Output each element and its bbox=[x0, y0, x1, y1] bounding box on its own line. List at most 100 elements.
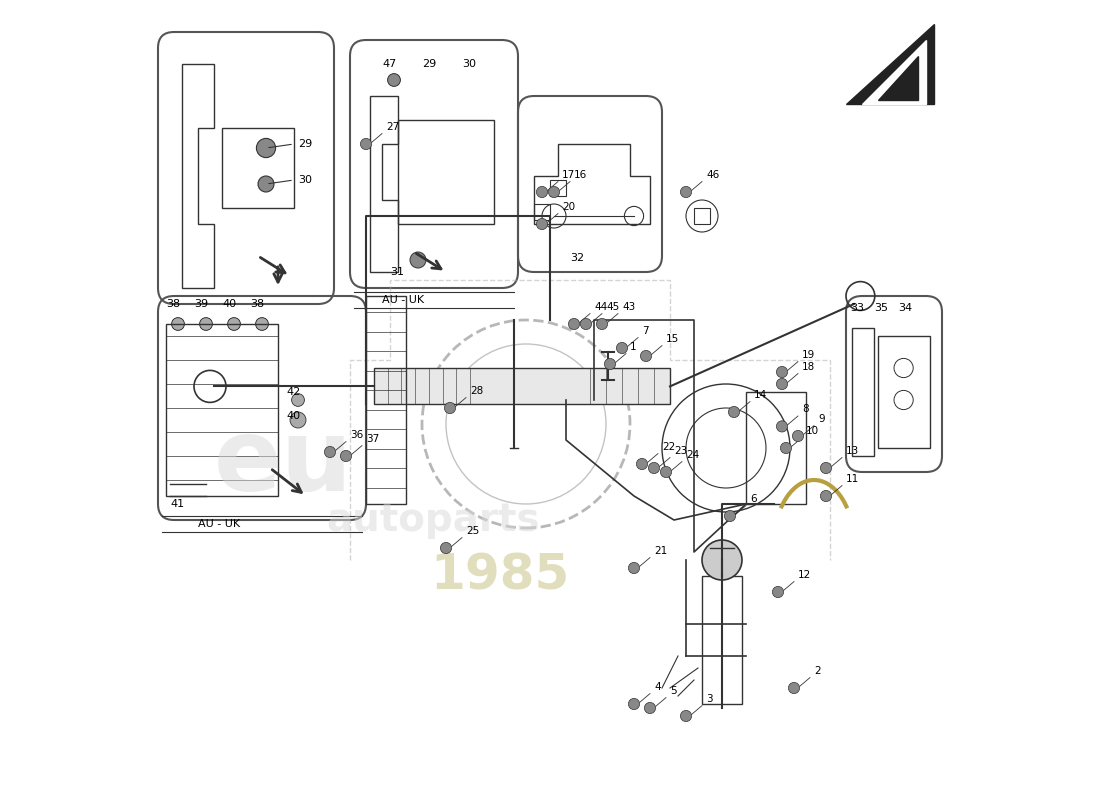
Polygon shape bbox=[862, 40, 926, 104]
Text: 34: 34 bbox=[898, 303, 912, 313]
Circle shape bbox=[292, 394, 305, 406]
Text: 18: 18 bbox=[802, 362, 815, 372]
Circle shape bbox=[256, 138, 276, 158]
Text: 43: 43 bbox=[621, 302, 636, 312]
Text: 11: 11 bbox=[846, 474, 859, 484]
Text: 15: 15 bbox=[666, 334, 680, 344]
Circle shape bbox=[290, 412, 306, 428]
Text: 22: 22 bbox=[662, 442, 675, 452]
Text: 30: 30 bbox=[462, 59, 476, 69]
Circle shape bbox=[660, 466, 672, 478]
Polygon shape bbox=[878, 56, 918, 100]
Circle shape bbox=[792, 430, 804, 442]
Text: 13: 13 bbox=[846, 446, 859, 456]
Circle shape bbox=[537, 218, 548, 230]
Text: 21: 21 bbox=[654, 546, 668, 556]
Text: 7: 7 bbox=[642, 326, 649, 336]
Text: 40: 40 bbox=[286, 411, 300, 421]
Text: 6: 6 bbox=[750, 494, 757, 504]
Circle shape bbox=[537, 186, 548, 198]
Circle shape bbox=[894, 390, 913, 410]
Text: 37: 37 bbox=[366, 434, 379, 444]
Text: 9: 9 bbox=[818, 414, 825, 424]
Circle shape bbox=[410, 252, 426, 268]
Circle shape bbox=[681, 186, 692, 198]
Text: 20: 20 bbox=[562, 202, 575, 212]
Text: 36: 36 bbox=[350, 430, 363, 440]
Text: eu: eu bbox=[214, 415, 353, 513]
Circle shape bbox=[387, 74, 400, 86]
Text: 39: 39 bbox=[194, 299, 208, 309]
Text: 30: 30 bbox=[298, 175, 312, 185]
Circle shape bbox=[440, 542, 452, 554]
Circle shape bbox=[324, 446, 336, 458]
Circle shape bbox=[681, 710, 692, 722]
Circle shape bbox=[361, 138, 372, 150]
Circle shape bbox=[628, 562, 639, 574]
Text: 38: 38 bbox=[250, 299, 264, 309]
Circle shape bbox=[549, 186, 560, 198]
Circle shape bbox=[616, 342, 628, 354]
Circle shape bbox=[772, 586, 783, 598]
Text: 1: 1 bbox=[630, 342, 637, 352]
Text: 16: 16 bbox=[574, 170, 587, 180]
Circle shape bbox=[255, 318, 268, 330]
Circle shape bbox=[637, 458, 648, 470]
Circle shape bbox=[604, 358, 616, 370]
Circle shape bbox=[172, 318, 185, 330]
Circle shape bbox=[569, 318, 580, 330]
Circle shape bbox=[789, 682, 800, 694]
Text: 42: 42 bbox=[286, 387, 300, 397]
Polygon shape bbox=[374, 368, 670, 404]
Circle shape bbox=[777, 366, 788, 378]
Circle shape bbox=[340, 450, 352, 462]
Text: 28: 28 bbox=[470, 386, 483, 396]
Text: 29: 29 bbox=[298, 139, 312, 149]
Circle shape bbox=[702, 540, 743, 580]
Circle shape bbox=[780, 442, 792, 454]
Circle shape bbox=[228, 318, 241, 330]
Text: 8: 8 bbox=[802, 404, 808, 414]
Text: 4: 4 bbox=[654, 682, 661, 692]
Circle shape bbox=[645, 702, 656, 714]
Text: 35: 35 bbox=[874, 303, 888, 313]
Text: 40: 40 bbox=[222, 299, 236, 309]
Text: 44: 44 bbox=[594, 302, 607, 312]
Circle shape bbox=[258, 176, 274, 192]
Text: 41: 41 bbox=[170, 499, 184, 509]
Circle shape bbox=[199, 318, 212, 330]
Circle shape bbox=[628, 698, 639, 710]
Circle shape bbox=[821, 462, 832, 474]
Circle shape bbox=[596, 318, 607, 330]
Text: autoparts: autoparts bbox=[326, 501, 540, 539]
Text: 33: 33 bbox=[850, 303, 864, 313]
Text: 45: 45 bbox=[606, 302, 619, 312]
Text: 31: 31 bbox=[390, 267, 404, 277]
Circle shape bbox=[640, 350, 651, 362]
Circle shape bbox=[894, 358, 913, 378]
Text: 46: 46 bbox=[706, 170, 719, 180]
Text: 5: 5 bbox=[670, 686, 676, 696]
Text: 32: 32 bbox=[570, 253, 584, 262]
Polygon shape bbox=[846, 24, 934, 104]
Text: 17: 17 bbox=[562, 170, 575, 180]
Text: 2: 2 bbox=[814, 666, 821, 676]
Text: 1985: 1985 bbox=[430, 552, 570, 600]
Text: 19: 19 bbox=[802, 350, 815, 360]
Text: 3: 3 bbox=[706, 694, 713, 704]
Text: 27: 27 bbox=[386, 122, 399, 132]
Circle shape bbox=[648, 462, 660, 474]
Text: AU - UK: AU - UK bbox=[382, 295, 425, 305]
Text: 29: 29 bbox=[422, 59, 437, 69]
Text: 25: 25 bbox=[466, 526, 480, 536]
Circle shape bbox=[821, 490, 832, 502]
Text: 12: 12 bbox=[798, 570, 812, 580]
Circle shape bbox=[777, 421, 788, 432]
Text: 23: 23 bbox=[674, 446, 688, 456]
Circle shape bbox=[725, 510, 736, 522]
Text: 38: 38 bbox=[166, 299, 180, 309]
Text: AU - UK: AU - UK bbox=[198, 519, 240, 529]
Text: 24: 24 bbox=[686, 450, 700, 460]
Circle shape bbox=[581, 318, 592, 330]
Circle shape bbox=[728, 406, 739, 418]
